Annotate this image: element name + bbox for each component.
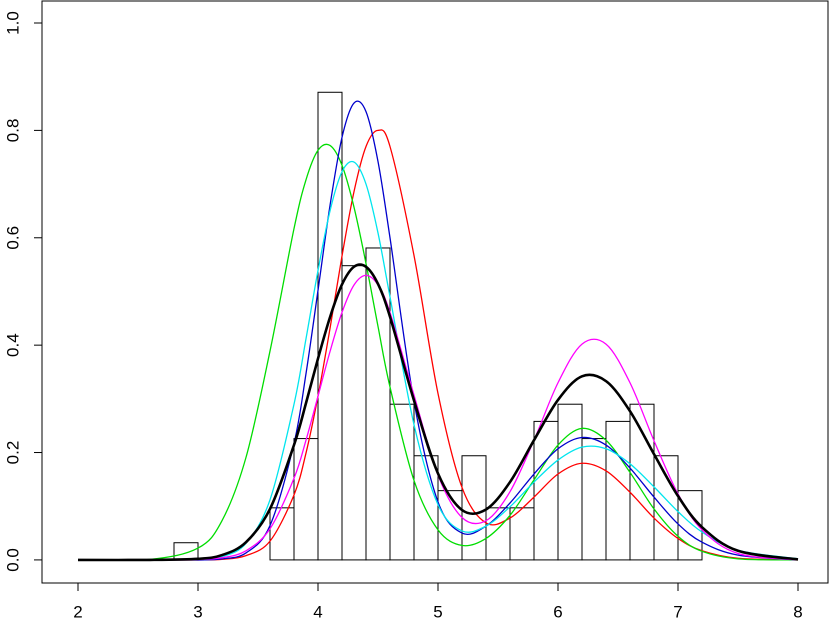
histogram-bar	[557, 403, 583, 561]
density-line	[77, 263, 799, 562]
x-tick-label: 5	[433, 602, 442, 621]
histogram-bar	[365, 247, 391, 561]
x-tick-label: 2	[73, 602, 82, 621]
y-tick-label: 0.2	[3, 441, 22, 465]
x-tick-label: 8	[793, 602, 802, 621]
histogram-bar	[173, 542, 199, 561]
x-tick-label: 4	[313, 602, 322, 621]
y-tick-label: 0.8	[3, 119, 22, 143]
y-tick-label: 1.0	[3, 11, 22, 35]
histogram-bar	[581, 438, 607, 561]
x-tick-label: 7	[673, 602, 682, 621]
density-line	[77, 143, 799, 562]
density-line	[77, 129, 799, 561]
x-tick-label: 6	[553, 602, 562, 621]
y-tick-label: 0.0	[3, 548, 22, 572]
density-line	[77, 100, 799, 561]
histogram-bar	[389, 403, 415, 561]
histogram-bar	[461, 455, 487, 561]
y-tick-label: 0.4	[3, 333, 22, 357]
histogram-bar	[293, 438, 319, 561]
histogram-bar	[341, 265, 367, 561]
histogram-bar	[605, 420, 631, 561]
y-tick-label: 0.6	[3, 226, 22, 250]
density-line	[77, 274, 799, 561]
histogram-bar	[533, 420, 559, 561]
x-tick-label: 3	[193, 602, 202, 621]
